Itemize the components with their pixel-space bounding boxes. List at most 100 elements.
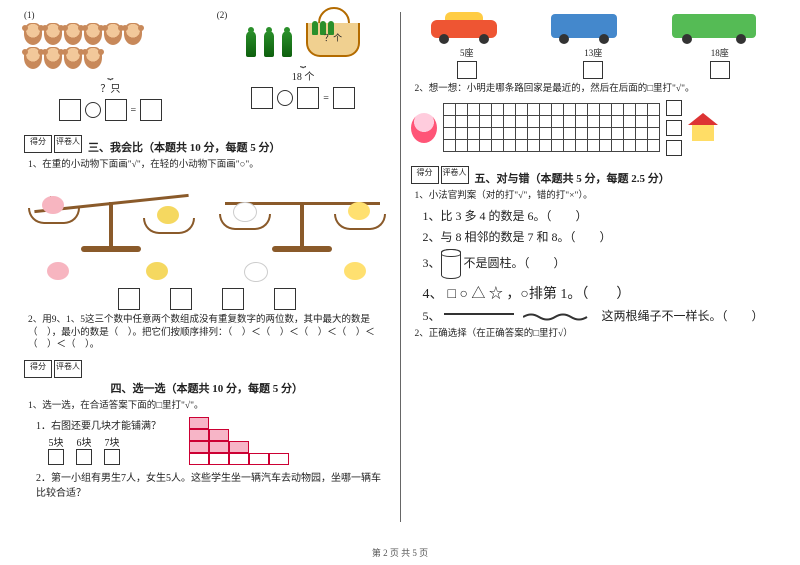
equation-2: = xyxy=(217,87,390,109)
answer-boxes-3 xyxy=(24,288,390,310)
equals-sign: = xyxy=(131,105,137,116)
answer-box[interactable] xyxy=(222,288,244,310)
monkey-icon xyxy=(84,23,102,45)
score-box-3: 得分 评卷人 xyxy=(24,135,82,153)
label-1: (1) xyxy=(24,10,35,20)
s5-q1-text: 1、小法官判案（对的打"√"，错的打"×"）。 xyxy=(415,190,777,203)
num-box[interactable] xyxy=(251,87,273,109)
s3-q2-text: 2、用9、1、5这三个数中任意两个数组成没有重复数字的两位数，其中最大的数是（ … xyxy=(28,314,390,352)
veg-icon xyxy=(246,31,256,57)
num-box[interactable] xyxy=(105,99,127,121)
score-cell[interactable]: 得分 xyxy=(24,360,52,378)
grader-cell[interactable]: 评卷人 xyxy=(441,166,469,184)
rope-wavy-icon xyxy=(523,312,593,322)
score-box-5: 得分 评卷人 xyxy=(411,166,469,184)
num-box[interactable] xyxy=(59,99,81,121)
section-3-title: 三、我会比（本题共 10 分，每题 5 分） xyxy=(88,139,281,155)
veg-group: ？个 xyxy=(217,23,390,57)
house-icon xyxy=(688,113,718,143)
num-box[interactable] xyxy=(297,87,319,109)
pig-icon xyxy=(42,196,64,214)
section-5-title: 五、对与错（本题共 5 分，每题 2.5 分） xyxy=(475,170,670,186)
seat-18: 18座 xyxy=(711,46,729,59)
opt-7: 7块 xyxy=(105,438,120,449)
monkey-icon xyxy=(104,23,122,45)
basket-icon: ？个 xyxy=(306,23,360,57)
grader-cell[interactable]: 评卷人 xyxy=(54,135,82,153)
basket-question: ？个 xyxy=(308,31,358,44)
equals-sign: = xyxy=(323,93,329,104)
s4-q1a-text: 1．右图还要几块才能铺满？ xyxy=(36,417,161,432)
judge-3: 3、 不是圆柱。（ ） xyxy=(423,249,777,279)
s4-q1-text: 1、选一选，在合适答案下面的□里打"√"。 xyxy=(28,400,390,413)
monkey-icon xyxy=(24,23,42,45)
rope-straight-icon xyxy=(444,313,514,321)
monkey-icon xyxy=(44,23,62,45)
num-box[interactable] xyxy=(333,87,355,109)
rabbit-icon xyxy=(244,262,268,282)
minibus-icon xyxy=(551,12,617,44)
s3-q1-text: 1、在重的小动物下面画"√"，在轻的小动物下面画"○"。 xyxy=(28,159,390,172)
monkey-icon xyxy=(84,47,102,69)
answer-box[interactable] xyxy=(457,61,477,79)
maze-grid xyxy=(443,103,660,152)
section-4-title: 四、选一选（本题共 10 分，每题 5 分） xyxy=(24,380,390,396)
answer-box[interactable] xyxy=(583,61,603,79)
judge-4: 4、□ ○ △ ☆ ，○排第 1。（ ） xyxy=(423,283,777,303)
answer-box[interactable] xyxy=(666,140,682,156)
score-cell[interactable]: 得分 xyxy=(411,166,439,184)
monkey-icon xyxy=(124,23,142,45)
answer-box[interactable] xyxy=(710,61,730,79)
num-box[interactable] xyxy=(140,99,162,121)
answer-box[interactable] xyxy=(48,449,64,465)
opt-5: 5块 xyxy=(49,438,64,449)
balance-scale-1 xyxy=(24,182,199,252)
basket-count-label: ⏟18 个 xyxy=(217,57,390,83)
problem-2: (2) ？个 ⏟18 个 = xyxy=(217,12,390,121)
car-icon xyxy=(431,12,497,44)
judge-2: 2、与 8 相邻的数是 7 和 8。（ ） xyxy=(423,228,777,245)
cylinder-icon xyxy=(441,249,461,279)
grader-cell[interactable]: 评卷人 xyxy=(54,360,82,378)
answer-box[interactable] xyxy=(666,120,682,136)
judge-5: 5、 这两根绳子不一样长。（ ） xyxy=(423,307,777,324)
op-circle[interactable] xyxy=(85,102,101,118)
kid-icon xyxy=(411,113,437,143)
pig-icon xyxy=(47,262,69,280)
monkey-icon xyxy=(44,47,62,69)
label-2: (2) xyxy=(217,10,228,20)
score-cell[interactable]: 得分 xyxy=(24,135,52,153)
veg-icon xyxy=(264,31,274,57)
stair-figure xyxy=(189,417,299,465)
opt-6: 6块 xyxy=(77,438,92,449)
maze-row xyxy=(411,100,777,156)
monkey-icon xyxy=(64,47,82,69)
op-circle[interactable] xyxy=(277,90,293,106)
answer-box[interactable] xyxy=(76,449,92,465)
answer-box[interactable] xyxy=(104,449,120,465)
right-column: 5座 13座 18座 2、想一想：小明走哪条路回家是最近的，然后在后面的□里打"… xyxy=(411,12,777,522)
cat-icon xyxy=(157,206,179,224)
answer-box[interactable] xyxy=(274,288,296,310)
monkey-icon xyxy=(64,23,82,45)
left-column: (1) ⏟？只 = (2) xyxy=(24,12,390,522)
answer-box[interactable] xyxy=(118,288,140,310)
score-box-4: 得分 评卷人 xyxy=(24,360,82,378)
chick-icon xyxy=(344,262,366,280)
chick-icon xyxy=(348,202,370,220)
cat-icon xyxy=(146,262,168,280)
balance-scale-2 xyxy=(215,182,390,252)
s5-q2-text: 2、正确选择（在正确答案的□里打√） xyxy=(415,328,777,341)
problem-1: (1) ⏟？只 = xyxy=(24,12,197,121)
monkeys-group xyxy=(24,23,144,69)
monkey-count-label: ⏟？只 xyxy=(24,69,197,95)
seat-labels: 5座 13座 18座 xyxy=(411,46,777,79)
rabbit-icon xyxy=(233,202,257,222)
vehicles-row xyxy=(411,12,777,44)
seat-13: 13座 xyxy=(584,46,602,59)
page-footer: 第 2 页 共 5 页 xyxy=(0,546,800,559)
bus-icon xyxy=(672,12,756,44)
answer-box[interactable] xyxy=(170,288,192,310)
picture-problems: (1) ⏟？只 = (2) xyxy=(24,12,390,121)
answer-box[interactable] xyxy=(666,100,682,116)
